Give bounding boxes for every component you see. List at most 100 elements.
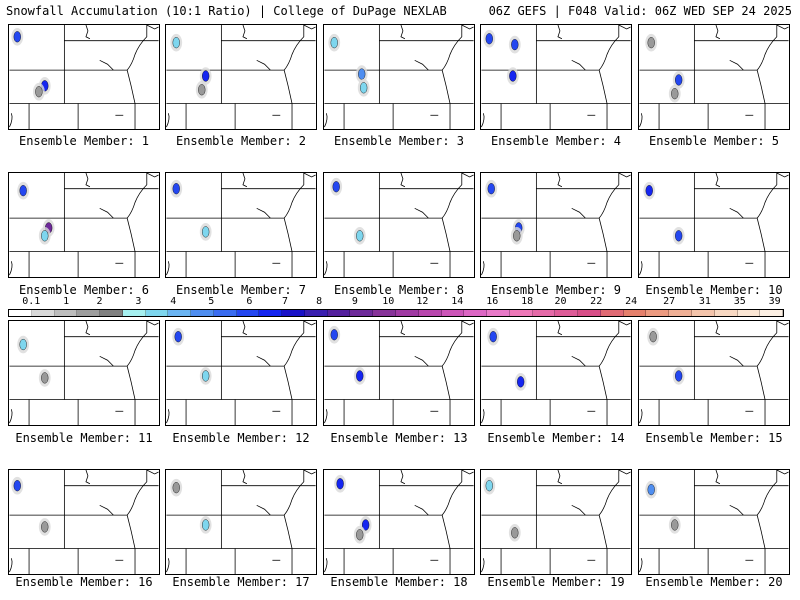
member-caption: Ensemble Member: 19	[487, 575, 625, 589]
colorbar-swatch	[600, 310, 624, 316]
colorbar-tick-label: 0.1	[22, 296, 41, 307]
snowfall-map	[481, 321, 631, 425]
member-caption: Ensemble Member: 15	[645, 431, 783, 445]
colorbar-swatch	[54, 310, 78, 316]
snowfall-map	[481, 25, 631, 129]
colorbar-tick-label: 1	[63, 296, 70, 307]
member-map-panel	[323, 24, 475, 130]
snowfall-map	[639, 321, 789, 425]
member-map-panel	[8, 469, 160, 575]
member-caption: Ensemble Member: 7	[175, 283, 307, 297]
colorbar-swatch	[691, 310, 715, 316]
colorbar-swatch	[122, 310, 146, 316]
member-caption: Ensemble Member: 16	[15, 575, 153, 589]
member-map-panel	[638, 320, 790, 426]
member-caption: Ensemble Member: 1	[18, 134, 150, 148]
colorbar-swatch	[418, 310, 442, 316]
colorbar-swatch	[487, 310, 510, 316]
colorbar-swatch	[191, 310, 214, 316]
member-caption: Ensemble Member: 14	[487, 431, 625, 445]
colorbar-tick-label: 16	[486, 296, 499, 307]
colorbar-tick-label: 3	[135, 296, 142, 307]
colorbar-tick-label: 12	[416, 296, 429, 307]
member-caption: Ensemble Member: 4	[490, 134, 622, 148]
snowfall-map	[166, 321, 316, 425]
member-map-panel	[165, 320, 317, 426]
colorbar-labels: 0.1 1 2 3 4 5 6 7 8 9 10 12 14 16 18 20 22 24 27 31 35 39	[8, 296, 784, 308]
member-caption: Ensemble Member: 8	[333, 283, 465, 297]
member-caption: Ensemble Member: 12	[172, 431, 310, 445]
colorbar-swatch	[373, 310, 397, 316]
member-caption: Ensemble Member: 11	[15, 431, 153, 445]
member-map-panel	[8, 320, 160, 426]
snowfall-map	[166, 173, 316, 277]
colorbar-tick-label: 2	[96, 296, 103, 307]
colorbar-swatch	[259, 310, 283, 316]
snowfall-map	[9, 25, 159, 129]
colorbar-swatch	[31, 310, 55, 316]
snowfall-map	[166, 25, 316, 129]
colorbar-swatch	[9, 310, 32, 316]
snowfall-map	[166, 470, 316, 574]
snowfall-map	[481, 470, 631, 574]
map-title: Snowfall Accumulation (10:1 Ratio) | Col…	[6, 4, 447, 18]
colorbar-tick-label: 35	[733, 296, 746, 307]
snowfall-map	[324, 470, 474, 574]
colorbar-swatch	[213, 310, 237, 316]
colorbar-tick-label: 14	[451, 296, 464, 307]
member-map-panel	[480, 320, 632, 426]
colorbar-swatch	[282, 310, 305, 316]
colorbar-swatch	[669, 310, 692, 316]
snowfall-colorbar	[8, 309, 784, 317]
snowfall-map	[9, 321, 159, 425]
member-map-panel	[165, 469, 317, 575]
colorbar-swatch	[532, 310, 556, 316]
colorbar-swatch	[646, 310, 670, 316]
snowfall-map	[639, 25, 789, 129]
colorbar-tick-label: 24	[625, 296, 638, 307]
colorbar-swatch	[327, 310, 351, 316]
snowfall-map	[639, 470, 789, 574]
colorbar-swatch	[145, 310, 169, 316]
colorbar-swatch	[623, 310, 647, 316]
snowfall-map	[9, 470, 159, 574]
colorbar-swatch	[464, 310, 488, 316]
colorbar-tick-label: 20	[554, 296, 567, 307]
colorbar-tick-label: 5	[208, 296, 215, 307]
colorbar-swatch	[396, 310, 419, 316]
member-map-panel	[323, 469, 475, 575]
colorbar-tick-label: 39	[768, 296, 781, 307]
colorbar-tick-label: 10	[382, 296, 395, 307]
member-caption: Ensemble Member: 6	[18, 283, 150, 297]
member-map-panel	[638, 24, 790, 130]
colorbar-tick-label: 31	[698, 296, 711, 307]
member-caption: Ensemble Member: 20	[645, 575, 783, 589]
member-map-panel	[165, 172, 317, 278]
colorbar-swatch	[77, 310, 101, 316]
member-caption: Ensemble Member: 13	[330, 431, 468, 445]
run-info: 06Z GEFS | F048 Valid: 06Z WED SEP 24 20…	[488, 4, 792, 18]
member-map-panel	[323, 172, 475, 278]
colorbar-swatch	[304, 310, 328, 316]
colorbar-swatch	[168, 310, 192, 316]
snowfall-map	[481, 173, 631, 277]
member-caption: Ensemble Member: 9	[490, 283, 622, 297]
member-map-panel	[480, 172, 632, 278]
member-caption: Ensemble Member: 3	[333, 134, 465, 148]
member-map-panel	[8, 172, 160, 278]
colorbar-swatch	[760, 310, 784, 316]
member-map-panel	[165, 24, 317, 130]
colorbar-tick-label: 9	[351, 296, 358, 307]
member-caption: Ensemble Member: 10	[645, 283, 783, 297]
colorbar-tick-label: 4	[170, 296, 177, 307]
snowfall-map	[324, 321, 474, 425]
colorbar-tick-label: 6	[246, 296, 253, 307]
colorbar-swatch	[714, 310, 738, 316]
snowfall-map	[324, 25, 474, 129]
member-map-panel	[8, 24, 160, 130]
member-map-panel	[638, 469, 790, 575]
snowfall-map	[9, 173, 159, 277]
colorbar-swatch	[555, 310, 579, 316]
snowfall-map	[639, 173, 789, 277]
colorbar-swatch	[100, 310, 123, 316]
